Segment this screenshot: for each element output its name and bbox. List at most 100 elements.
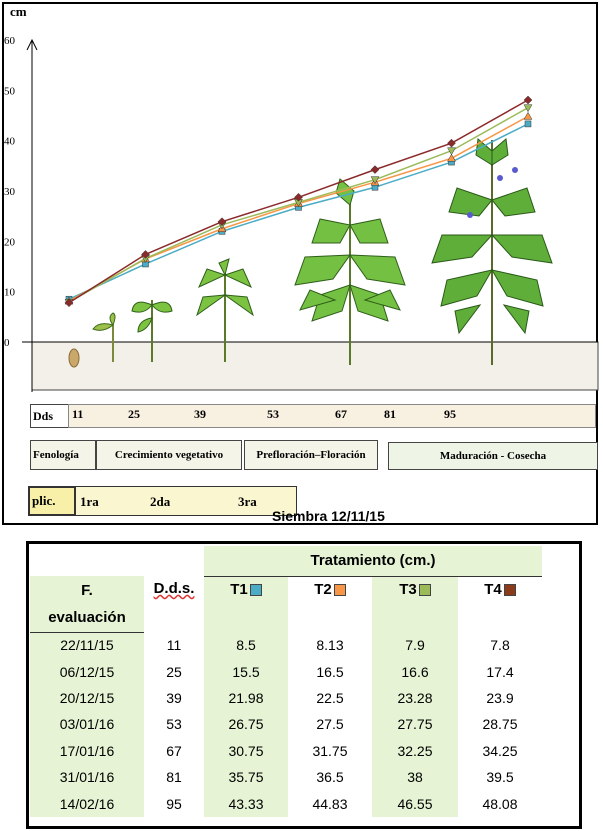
cell-dds: 39 (144, 684, 204, 712)
young-plant-icon (131, 300, 173, 362)
col-t4-header: T4 (458, 576, 542, 632)
point-t2-81 (447, 153, 456, 162)
dds-row: Dds 11 25 39 53 67 81 95 (30, 404, 596, 428)
dds-value-53: 53 (267, 407, 279, 421)
application-2: 2da (150, 494, 171, 509)
series-lines (64, 95, 533, 308)
col-t1-header: T1 (204, 576, 288, 632)
cell-t1: 26.75 (204, 711, 288, 738)
cell-t4: 23.9 (458, 684, 542, 712)
dds-value-67: 67 (335, 407, 347, 421)
growth-chart: cm 0 10 20 30 40 50 60 (4, 4, 599, 392)
seed-icon (68, 348, 80, 368)
cell-t2: 44.83 (288, 790, 372, 817)
phase-vegetative: Crecimiento vegetativo (96, 440, 242, 470)
table-row: 20/12/15 39 21.98 22.5 23.28 23.9 (30, 684, 542, 712)
cell-t1: 8.5 (204, 632, 288, 659)
cell-t4: 48.08 (458, 790, 542, 817)
col-date-header-2: evaluación (30, 604, 144, 633)
point-t3-81 (447, 147, 456, 156)
siembra-date: Siembra 12/11/15 (272, 508, 385, 524)
point-t4-11 (64, 298, 74, 308)
vegetative-plant-icon (196, 258, 254, 362)
cell-dds: 25 (144, 658, 204, 685)
dds-value-25: 25 (128, 407, 140, 421)
aplicacion-bar (75, 486, 297, 516)
y-tick-label: 10 (4, 287, 16, 299)
table-row: 31/01/16 81 35.75 36.5 38 39.5 (30, 763, 542, 791)
dds-value-95: 95 (444, 407, 456, 421)
cell-t2: 8.13 (288, 632, 372, 659)
cell-t2: 31.75 (288, 737, 372, 764)
cell-t4: 28.75 (458, 711, 542, 738)
col-date-header: F. (30, 576, 144, 604)
table-body: 22/11/15 11 8.5 8.13 7.9 7.8 06/12/15 25 15.5 16.… (30, 632, 542, 817)
table-row: 06/12/15 25 15.5 16.5 16.6 17.4 (30, 658, 542, 685)
cell-t1: 43.33 (204, 790, 288, 817)
col-dds-header: D.d.s. (144, 576, 204, 632)
point-t4-25 (141, 250, 150, 259)
flowering-plant-icon (294, 178, 406, 365)
cell-date: 31/01/16 (30, 763, 144, 791)
cell-t3: 38 (372, 763, 458, 791)
y-tick-labels: 0 10 20 30 40 50 60 (4, 35, 16, 349)
point-t3-95 (523, 104, 533, 113)
cell-t4: 34.25 (458, 737, 542, 764)
y-tick-label: 20 (4, 236, 16, 248)
application-1: 1ra (80, 494, 99, 509)
cell-dds: 53 (144, 711, 204, 738)
cell-date: 22/11/15 (30, 632, 144, 659)
cell-t2: 22.5 (288, 684, 372, 712)
phase-maturation: Maduración - Cosecha (388, 442, 598, 470)
cell-date: 06/12/15 (30, 658, 144, 685)
cell-dds: 95 (144, 790, 204, 817)
y-tick-label: 50 (4, 85, 16, 97)
y-tick-label: 40 (4, 136, 16, 148)
cell-dds: 11 (144, 632, 204, 659)
cell-t4: 17.4 (458, 658, 542, 685)
table-row: 22/11/15 11 8.5 8.13 7.9 7.8 (30, 632, 542, 659)
cell-date: 03/01/16 (30, 711, 144, 738)
point-t1-95 (524, 120, 532, 128)
cell-t2: 36.5 (288, 763, 372, 791)
point-t4-53 (294, 192, 303, 202)
table-row: 17/01/16 67 30.75 31.75 32.25 34.25 (30, 737, 542, 764)
point-t4-67 (370, 165, 380, 174)
dds-bar (68, 404, 596, 428)
cell-t1: 30.75 (204, 737, 288, 764)
cell-t3: 32.25 (372, 737, 458, 764)
t4-swatch (503, 583, 516, 596)
table-row: 03/01/16 53 26.75 27.5 27.75 28.75 (30, 711, 542, 738)
dds-value-39: 39 (194, 407, 206, 421)
cell-t1: 21.98 (204, 684, 288, 712)
dds-value-81: 81 (384, 407, 396, 421)
cell-t3: 16.6 (372, 658, 458, 685)
soil-band (31, 341, 599, 391)
table-row: 14/02/16 95 43.33 44.83 46.55 48.08 (30, 790, 542, 817)
phase-flowering: Prefloración–Floración (244, 440, 378, 470)
cell-t1: 15.5 (204, 658, 288, 685)
point-t3-67 (370, 176, 380, 185)
application-3: 3ra (238, 494, 257, 509)
point-t4-95 (523, 95, 533, 105)
col-t2-header: T2 (288, 576, 372, 632)
cell-t2: 27.5 (288, 711, 372, 738)
y-axis-unit: cm (10, 4, 27, 19)
cell-date: 20/12/15 (30, 684, 144, 712)
cell-date: 17/01/16 (30, 737, 144, 764)
t2-swatch (333, 583, 346, 596)
cell-t3: 46.55 (372, 790, 458, 817)
group-header: Tratamiento (cm.) (204, 546, 542, 577)
cell-t2: 16.5 (288, 658, 372, 685)
mature-plant-icon (431, 138, 553, 365)
plant-illustrations (68, 138, 553, 368)
data-table: Tratamiento (cm.) F. D.d.s. T1 T2 T3 T4 … (30, 546, 542, 817)
t1-swatch (249, 583, 262, 596)
cell-t3: 7.9 (372, 632, 458, 659)
dds-value-11: 11 (72, 407, 84, 421)
dds-label: Dds (30, 404, 70, 428)
point-t2-95 (523, 111, 533, 120)
point-t4-81 (447, 138, 456, 148)
cell-date: 14/02/16 (30, 790, 144, 817)
point-t4-39 (217, 217, 227, 227)
